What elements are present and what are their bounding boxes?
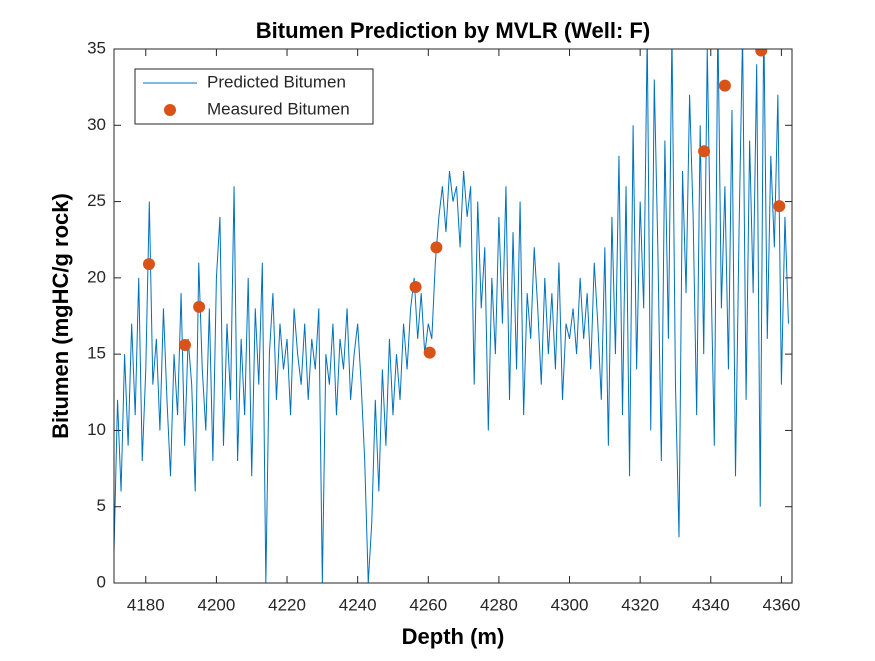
y-tick-label: 0 — [97, 572, 106, 591]
y-tick-label: 20 — [87, 267, 106, 286]
legend-label: Predicted Bitumen — [207, 72, 346, 91]
x-tick-label: 4280 — [480, 595, 518, 614]
point — [430, 241, 443, 254]
y-tick-label: 30 — [87, 115, 106, 134]
legend-label: Measured Bitumen — [207, 99, 350, 118]
line — [114, 49, 789, 583]
point — [773, 200, 786, 213]
x-tick-label: 4320 — [621, 595, 659, 614]
x-axis-label: Depth (m) — [402, 624, 505, 649]
x-tick-label: 4220 — [268, 595, 306, 614]
x-tick-label: 4180 — [127, 595, 165, 614]
legend-marker — [164, 104, 176, 116]
point — [423, 346, 436, 359]
point — [718, 79, 731, 92]
y-tick-label: 35 — [87, 38, 106, 57]
x-tick-label: 4340 — [692, 595, 730, 614]
x-tick-label: 4260 — [409, 595, 447, 614]
legend-box — [134, 68, 374, 125]
point — [409, 281, 422, 294]
y-tick-label: 25 — [87, 191, 106, 210]
chart-title: Bitumen Prediction by MVLR (Well: F) — [256, 18, 650, 43]
x-tick-label: 4200 — [197, 595, 235, 614]
x-tick-label: 4360 — [762, 595, 800, 614]
point — [193, 300, 206, 313]
point — [178, 338, 191, 351]
plot-area — [114, 49, 789, 583]
axes-box — [113, 48, 793, 584]
point — [755, 49, 768, 57]
x-tick-label: 4240 — [339, 595, 377, 614]
point — [698, 145, 711, 158]
x-tick-label: 4300 — [551, 595, 589, 614]
y-tick-label: 10 — [87, 420, 106, 439]
point — [142, 258, 155, 271]
y-axis-label: Bitumen (mgHC/g rock) — [48, 193, 73, 439]
y-tick-label: 5 — [97, 496, 106, 515]
y-tick-label: 15 — [87, 344, 106, 363]
